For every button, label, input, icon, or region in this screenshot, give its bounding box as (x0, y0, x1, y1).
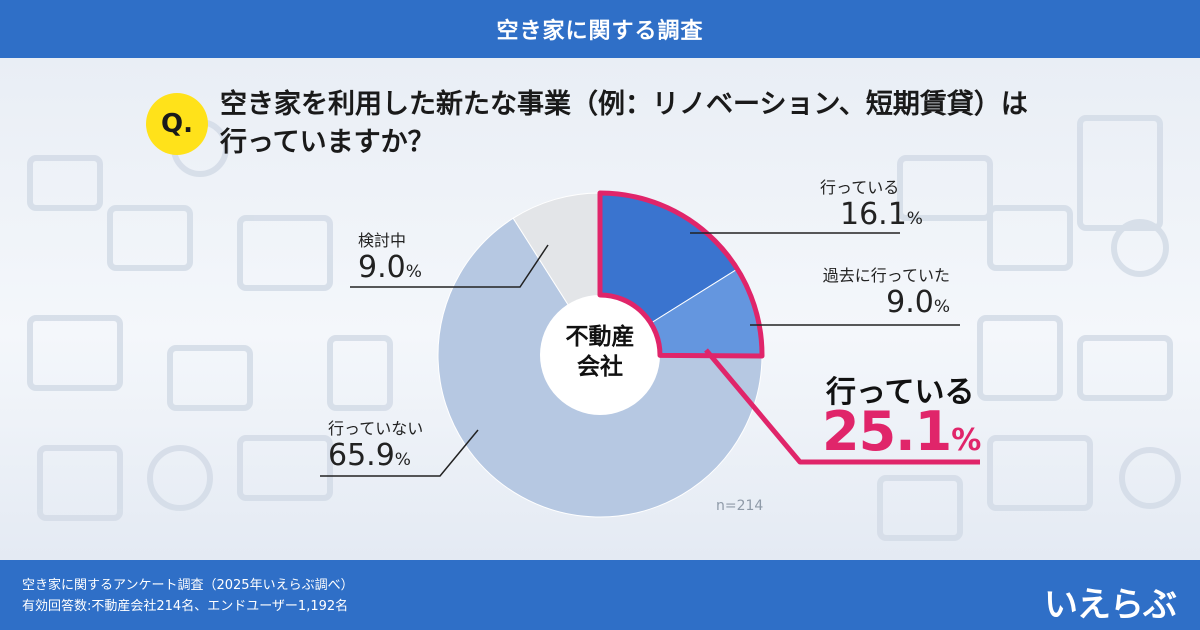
ierabu-logo: いえらぶ (1044, 585, 1177, 625)
highlight-value: 25.1 (822, 400, 952, 463)
slice-label-past-text: 過去に行っていた (822, 266, 950, 285)
center-label-line-1: 不動産 (565, 324, 635, 350)
slice-unit-past: % (933, 297, 950, 317)
leader-line-considering (350, 244, 549, 288)
slice-label-considering: 検討中 9.0% (358, 227, 422, 289)
highlight-leader-line (704, 348, 980, 465)
slice-label-not-doing: 行っていない 65.9% (328, 415, 423, 477)
slice-label-considering-text: 検討中 (358, 231, 407, 250)
donut-center-label: 不動産 会社 (540, 322, 660, 382)
highlight-outline (597, 190, 765, 359)
slice-unit-considering: % (405, 262, 422, 282)
slice-value-doing: 16.1 (840, 197, 907, 232)
slice-value-considering: 9.0 (358, 250, 406, 285)
highlight-value-block: 25.1% (822, 400, 981, 463)
question-text: 空き家を利用した新たな事業（例：リノベーション、短期賃貸）は 行っていますか？ (220, 86, 1100, 162)
slice-label-doing-text: 行っている (820, 178, 900, 197)
question-line-1: 空き家を利用した新たな事業（例：リノベーション、短期賃貸）は (220, 89, 1028, 120)
center-label-line-2: 会社 (577, 354, 623, 380)
header-title: 空き家に関する調査 (496, 19, 704, 44)
footer-survey-title: 空き家に関するアンケート調査（2025年いえらぶ調べ） (22, 578, 354, 593)
highlight-label: 行っている (826, 375, 975, 410)
slice-label-past: 過去に行っていた 9.0% (800, 262, 950, 324)
footer-bar (0, 560, 1200, 630)
sample-size-label: n=214 (716, 498, 764, 514)
header-bar: 空き家に関する調査 (0, 0, 1200, 58)
slice-unit-doing: % (906, 209, 923, 229)
question-line-2: 行っていますか？ (220, 127, 435, 158)
leader-line-not-doing (320, 429, 479, 477)
slice-value-past: 9.0 (886, 285, 934, 320)
highlight-unit: % (951, 423, 981, 458)
slice-label-doing: 行っている 16.1% (820, 174, 923, 236)
footer-respondents: 有効回答数:不動産会社214名、エンドユーザー1,192名 (22, 599, 349, 614)
donut-center-hole (540, 295, 660, 415)
slice-unit-not-doing: % (394, 450, 411, 470)
question-badge: Q. (146, 93, 208, 155)
slice-label-not-doing-text: 行っていない (328, 419, 424, 438)
slice-value-not-doing: 65.9 (328, 438, 395, 473)
